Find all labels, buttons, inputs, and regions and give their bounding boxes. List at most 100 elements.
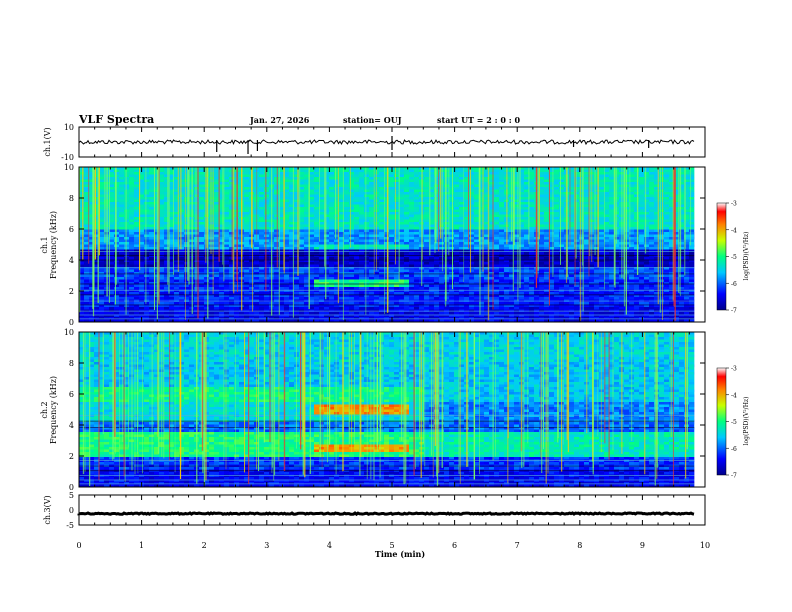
spectrogram-cell xyxy=(119,174,124,178)
spectrogram-cell xyxy=(294,284,299,288)
spectrogram-cell xyxy=(79,209,84,213)
spectrogram-cell xyxy=(359,229,364,233)
spectrogram-cell xyxy=(114,289,119,293)
spectrogram-cell xyxy=(184,192,189,195)
spectrogram-cell xyxy=(449,197,454,200)
spectrogram-cell xyxy=(119,262,124,265)
spectrogram-cell xyxy=(349,302,354,305)
spectrogram-cell xyxy=(404,209,409,213)
spectrogram-cell xyxy=(389,189,394,193)
spectrogram-cell xyxy=(389,224,394,228)
spectrogram-cell xyxy=(424,302,429,305)
spectrogram-cell xyxy=(394,199,399,203)
spectrogram-cell xyxy=(219,234,224,238)
spectrogram-cell xyxy=(354,197,359,200)
spectrogram-cell xyxy=(409,242,414,245)
spectrogram-cell xyxy=(119,274,124,278)
spectrogram-cell xyxy=(184,184,189,188)
spectrogram-cell xyxy=(364,292,369,295)
spectrogram-cell xyxy=(429,224,434,228)
spectrogram-cell xyxy=(454,297,459,300)
spectrogram-cell xyxy=(324,199,329,203)
spectrogram-cell xyxy=(394,314,399,318)
spectrogram-cell xyxy=(294,264,299,268)
spectrogram-cell xyxy=(299,249,304,253)
spectrogram-cell xyxy=(479,207,484,210)
spectrogram-cell xyxy=(329,169,334,173)
spectrogram-cell xyxy=(409,219,414,223)
spectrogram-cell xyxy=(429,257,434,260)
spectrogram-cell xyxy=(454,232,459,235)
spectrogram-cell xyxy=(379,282,384,285)
spectrogram-cell xyxy=(79,187,84,190)
spectrogram-cell xyxy=(449,302,454,305)
spectrogram-cell xyxy=(184,182,189,185)
spectrogram-cell xyxy=(214,219,219,223)
spectrogram-cell xyxy=(149,169,154,173)
spectrogram-cell xyxy=(369,214,374,218)
spectrogram-cell xyxy=(414,217,419,220)
spectrogram-cell xyxy=(129,294,134,298)
spectrogram-cell xyxy=(184,317,189,320)
spectrogram-cell xyxy=(364,319,369,322)
spectrogram-cell xyxy=(344,284,349,288)
spectrogram-cell xyxy=(234,282,239,285)
spectrogram-cell xyxy=(274,167,279,170)
spectrogram-cell xyxy=(339,177,344,180)
spectrogram-cell xyxy=(274,229,279,233)
spectrogram-cell xyxy=(84,267,89,270)
spectrogram-cell xyxy=(189,304,194,308)
spectrogram-cell xyxy=(129,317,134,320)
spectrogram-cell xyxy=(164,262,169,265)
spectrogram-cell xyxy=(179,222,184,225)
spectrogram-cell xyxy=(219,179,224,183)
spectrogram-cell xyxy=(474,287,479,290)
spectrogram-cell xyxy=(189,254,194,258)
spectrogram-cell xyxy=(349,249,354,253)
spectrogram-cell xyxy=(169,234,174,238)
spectrogram-cell xyxy=(434,277,439,280)
spectrogram-cell xyxy=(244,214,249,218)
spectrogram-cell xyxy=(184,312,189,315)
spectrogram-cell xyxy=(119,192,124,195)
spectrogram-cell xyxy=(224,287,229,290)
spectrogram-cell xyxy=(464,207,469,210)
spectrogram-cell xyxy=(404,184,409,188)
spectrogram-cell xyxy=(434,257,439,260)
spectrogram-cell xyxy=(379,209,384,213)
spectrogram-cell xyxy=(399,219,404,223)
spectrogram-cell xyxy=(229,262,234,265)
spectrogram-cell xyxy=(99,179,104,183)
spectrogram-cell xyxy=(339,304,344,308)
spectrogram-cell xyxy=(329,217,334,220)
spectrogram-cell xyxy=(144,304,149,308)
spectrogram-cell xyxy=(389,229,394,233)
spectrogram-cell xyxy=(129,264,134,268)
spectrogram-cell xyxy=(159,172,164,175)
spectrogram-cell xyxy=(449,317,454,320)
spectrogram-cell xyxy=(334,167,339,170)
spectrogram-cell xyxy=(169,277,174,280)
spectrogram-cell xyxy=(364,222,369,225)
spectrogram-cell xyxy=(189,169,194,173)
spectrogram-cell xyxy=(189,209,194,213)
spectrogram-cell xyxy=(199,242,204,245)
spectrogram-cell xyxy=(154,277,159,280)
spectrogram-cell xyxy=(459,184,464,188)
spectrogram-cell xyxy=(134,234,139,238)
spectrogram-cell xyxy=(179,202,184,205)
spectrogram-cell xyxy=(414,252,419,255)
spectrogram-cell xyxy=(309,242,314,245)
spectrogram-cell xyxy=(169,312,174,315)
spectrogram-cell xyxy=(139,289,144,293)
spectrogram-cell xyxy=(479,174,484,178)
spectrogram-cell xyxy=(94,277,99,280)
spectrogram-cell xyxy=(184,224,189,228)
spectrogram-cell xyxy=(429,319,434,322)
spectrogram-cell xyxy=(464,219,469,223)
spectrogram-cell xyxy=(464,204,469,208)
spectrogram-cell xyxy=(224,202,229,205)
spectrogram-cell xyxy=(174,304,179,308)
spectrogram-cell xyxy=(154,172,159,175)
spectrogram-cell xyxy=(119,209,124,213)
